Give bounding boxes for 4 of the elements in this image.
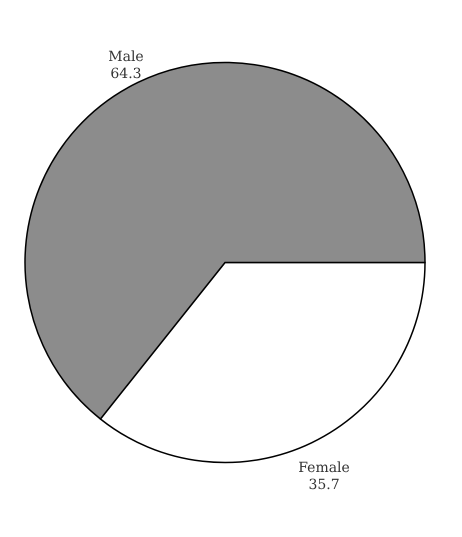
data-label: 64.3 (110, 66, 142, 82)
slice-label: Male (108, 49, 144, 66)
slice-label: Female (298, 460, 350, 476)
data-label: 35.7 (308, 476, 340, 493)
